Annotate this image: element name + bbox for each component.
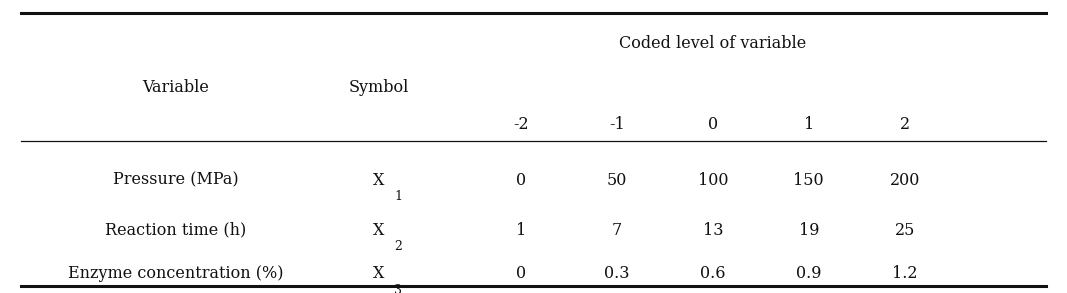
Text: X: X (373, 222, 384, 239)
Text: -1: -1 (609, 116, 624, 133)
Text: 1.2: 1.2 (892, 265, 918, 282)
Text: 0: 0 (515, 265, 526, 282)
Text: X: X (373, 265, 384, 282)
Text: -2: -2 (513, 116, 528, 133)
Text: 0.9: 0.9 (796, 265, 822, 282)
Text: 3: 3 (394, 284, 402, 293)
Text: 0: 0 (707, 116, 718, 133)
Text: Symbol: Symbol (349, 79, 409, 96)
Text: 200: 200 (890, 172, 920, 189)
Text: 0.3: 0.3 (604, 265, 630, 282)
Text: 1: 1 (515, 222, 526, 239)
Text: X: X (373, 172, 384, 189)
Text: Reaction time (h): Reaction time (h) (106, 222, 246, 239)
Text: 1: 1 (394, 190, 402, 203)
Text: 13: 13 (702, 222, 723, 239)
Text: 25: 25 (894, 222, 915, 239)
Text: Enzyme concentration (%): Enzyme concentration (%) (68, 265, 284, 282)
Text: 1: 1 (803, 116, 814, 133)
Text: Coded level of variable: Coded level of variable (619, 35, 807, 52)
Text: 0.6: 0.6 (700, 265, 726, 282)
Text: 100: 100 (698, 172, 728, 189)
Text: 50: 50 (606, 172, 627, 189)
Text: Variable: Variable (143, 79, 209, 96)
Text: 19: 19 (798, 222, 819, 239)
Text: 7: 7 (611, 222, 622, 239)
Text: 2: 2 (899, 116, 910, 133)
Text: 150: 150 (794, 172, 824, 189)
Text: 2: 2 (394, 240, 402, 253)
Text: 0: 0 (515, 172, 526, 189)
Text: Pressure (MPa): Pressure (MPa) (113, 172, 239, 189)
